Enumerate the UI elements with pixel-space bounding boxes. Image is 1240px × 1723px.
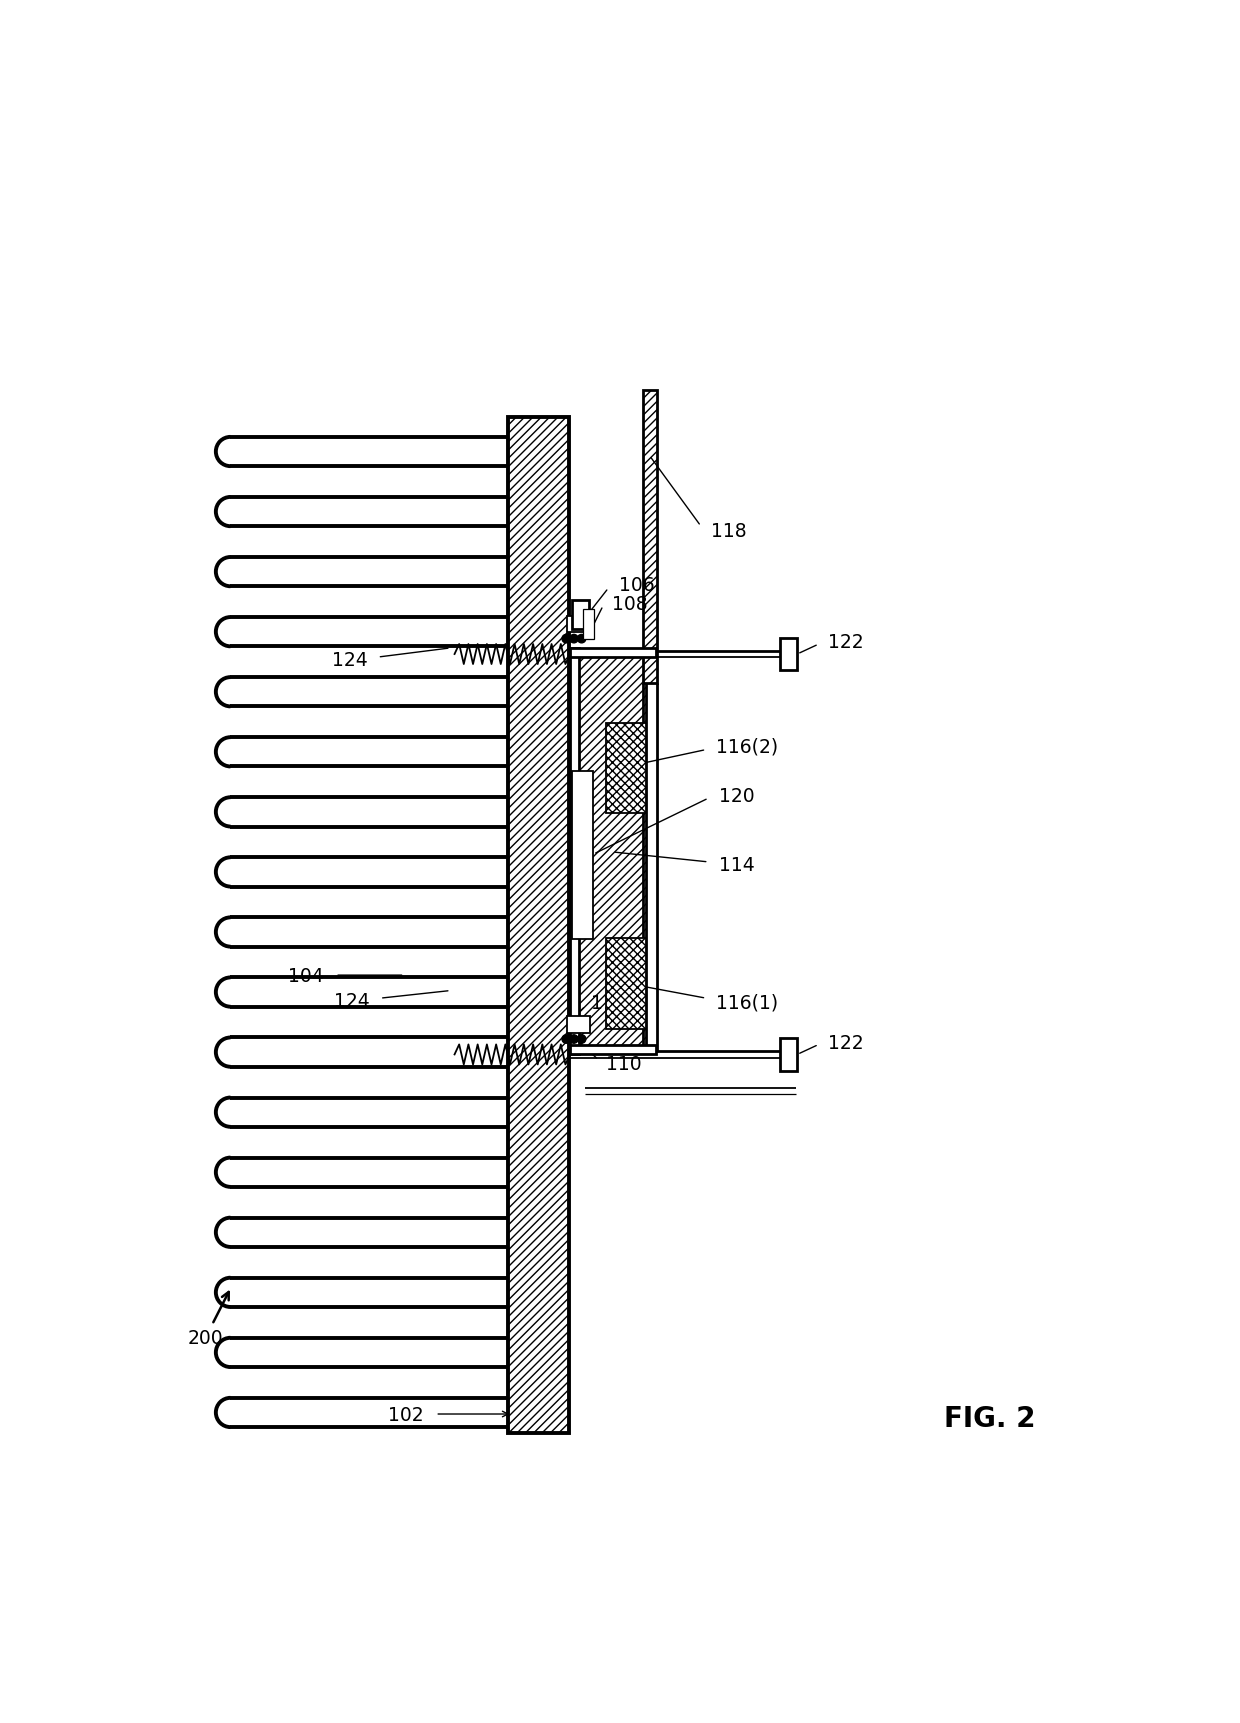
Bar xyxy=(231,798,508,827)
Bar xyxy=(780,1039,797,1072)
Bar xyxy=(231,438,508,467)
Bar xyxy=(573,653,646,1053)
Bar xyxy=(231,619,508,646)
Text: 114: 114 xyxy=(719,856,754,875)
Text: 116(1): 116(1) xyxy=(717,992,779,1011)
Text: 106: 106 xyxy=(619,575,655,594)
Text: 102: 102 xyxy=(388,1404,424,1423)
Circle shape xyxy=(569,1036,578,1044)
Bar xyxy=(508,417,568,1434)
Text: 122: 122 xyxy=(828,1034,863,1053)
Text: 122: 122 xyxy=(828,632,863,651)
Text: 124: 124 xyxy=(332,651,367,670)
Bar xyxy=(231,1339,508,1368)
Text: 112: 112 xyxy=(590,992,626,1011)
Text: 120: 120 xyxy=(719,787,754,806)
Circle shape xyxy=(578,636,585,643)
Text: 118: 118 xyxy=(711,522,746,541)
Text: 110: 110 xyxy=(606,1054,642,1073)
Bar xyxy=(231,1098,508,1127)
Circle shape xyxy=(569,636,578,643)
Bar xyxy=(570,648,579,1054)
Bar xyxy=(583,610,594,639)
Bar xyxy=(231,979,508,1008)
Bar xyxy=(231,1397,508,1427)
Bar xyxy=(780,639,797,670)
Bar xyxy=(606,939,646,1029)
Text: 104: 104 xyxy=(288,967,324,986)
Text: 200: 200 xyxy=(188,1292,228,1347)
Bar xyxy=(231,1218,508,1247)
Bar xyxy=(570,1046,656,1054)
Circle shape xyxy=(562,1036,570,1044)
Bar xyxy=(606,724,646,813)
Circle shape xyxy=(562,636,570,643)
Bar xyxy=(231,498,508,527)
Text: 108: 108 xyxy=(613,594,649,613)
Bar xyxy=(231,1158,508,1187)
Bar xyxy=(231,1278,508,1308)
Bar xyxy=(573,601,589,631)
Bar xyxy=(231,858,508,887)
Bar xyxy=(567,1017,590,1034)
Text: 116(2): 116(2) xyxy=(717,737,779,756)
Text: 124: 124 xyxy=(334,991,370,1010)
Bar xyxy=(572,772,593,939)
Bar xyxy=(570,648,656,658)
Circle shape xyxy=(578,1036,585,1044)
Bar xyxy=(231,918,508,948)
Bar xyxy=(231,1037,508,1067)
Bar xyxy=(231,558,508,588)
Text: FIG. 2: FIG. 2 xyxy=(944,1404,1035,1432)
Bar xyxy=(231,677,508,706)
Bar xyxy=(567,617,590,632)
Bar xyxy=(231,737,508,767)
Bar xyxy=(644,391,657,682)
